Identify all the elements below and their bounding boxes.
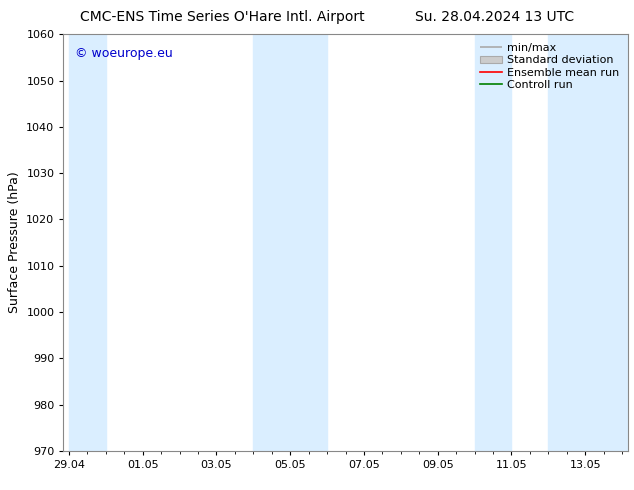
Text: CMC-ENS Time Series O'Hare Intl. Airport: CMC-ENS Time Series O'Hare Intl. Airport — [80, 10, 364, 24]
Bar — [69, 34, 106, 451]
Bar — [475, 34, 512, 451]
Bar — [548, 34, 628, 451]
Text: © woeurope.eu: © woeurope.eu — [75, 47, 172, 60]
Y-axis label: Surface Pressure (hPa): Surface Pressure (hPa) — [8, 172, 21, 314]
Bar — [254, 34, 327, 451]
Text: Su. 28.04.2024 13 UTC: Su. 28.04.2024 13 UTC — [415, 10, 574, 24]
Legend: min/max, Standard deviation, Ensemble mean run, Controll run: min/max, Standard deviation, Ensemble me… — [477, 40, 622, 93]
